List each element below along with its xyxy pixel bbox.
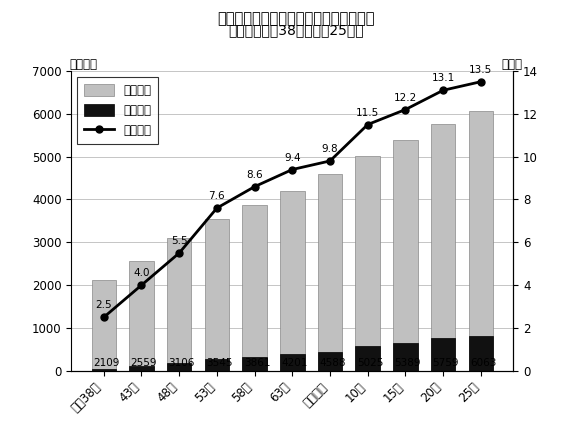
Text: 総住宅数、空き家数及び空き家率の推移: 総住宅数、空き家数及び空き家率の推移 <box>218 11 375 26</box>
空き家率 <box>138 283 145 288</box>
Bar <box>92 280 116 371</box>
空き家率 <box>176 250 182 255</box>
Text: 2.5: 2.5 <box>95 301 112 310</box>
Bar <box>393 140 418 371</box>
Bar <box>167 238 192 371</box>
Bar <box>356 156 380 371</box>
空き家率 <box>251 184 258 189</box>
Text: 7.6: 7.6 <box>209 191 225 201</box>
Text: （％）: （％） <box>502 58 523 71</box>
Bar <box>205 359 229 371</box>
Bar <box>469 336 493 371</box>
Bar <box>129 366 154 371</box>
Text: 3545: 3545 <box>206 358 233 368</box>
Text: 4.0: 4.0 <box>133 268 150 278</box>
Text: 2109: 2109 <box>93 358 119 368</box>
Text: 9.8: 9.8 <box>321 144 339 154</box>
Text: 4588: 4588 <box>319 358 346 368</box>
空き家率 <box>439 88 446 93</box>
Text: 5759: 5759 <box>433 358 459 368</box>
Bar <box>317 174 342 371</box>
Text: 3106: 3106 <box>169 358 195 368</box>
Text: 13.1: 13.1 <box>431 74 455 83</box>
Text: 5.5: 5.5 <box>171 236 188 246</box>
Bar <box>280 354 304 371</box>
空き家率 <box>327 158 333 163</box>
Text: 2559: 2559 <box>131 358 157 368</box>
Text: 8.6: 8.6 <box>246 170 263 180</box>
Legend: 総住宅数, 空き家数, 空き家率: 総住宅数, 空き家数, 空き家率 <box>78 77 158 144</box>
Text: 13.5: 13.5 <box>469 65 492 75</box>
Bar <box>431 338 455 371</box>
空き家率 <box>402 107 409 112</box>
Bar <box>205 219 229 371</box>
空き家率 <box>214 206 221 211</box>
Text: 5025: 5025 <box>357 358 384 368</box>
Bar <box>469 111 493 371</box>
Bar <box>242 356 267 371</box>
Bar <box>280 191 304 371</box>
Text: 6063: 6063 <box>470 358 496 368</box>
Bar <box>92 369 116 371</box>
Line: 空き家率: 空き家率 <box>100 78 484 321</box>
Bar <box>129 261 154 371</box>
Bar <box>356 346 380 371</box>
Text: 3861: 3861 <box>244 358 270 368</box>
Text: 4201: 4201 <box>282 358 308 368</box>
Bar <box>242 206 267 371</box>
Text: （万戸）: （万戸） <box>70 58 98 71</box>
Text: 9.4: 9.4 <box>284 153 300 163</box>
空き家率 <box>289 167 296 172</box>
Text: 5389: 5389 <box>394 358 421 368</box>
空き家率 <box>100 315 107 320</box>
Text: 12.2: 12.2 <box>394 93 417 103</box>
Text: －全国（昭和38年～平成25年）: －全国（昭和38年～平成25年） <box>229 24 364 38</box>
Bar <box>393 343 418 371</box>
Bar <box>431 124 455 371</box>
空き家率 <box>364 122 371 127</box>
Text: 11.5: 11.5 <box>356 108 380 118</box>
Bar <box>317 352 342 371</box>
Bar <box>167 363 192 371</box>
空き家率 <box>478 79 484 84</box>
